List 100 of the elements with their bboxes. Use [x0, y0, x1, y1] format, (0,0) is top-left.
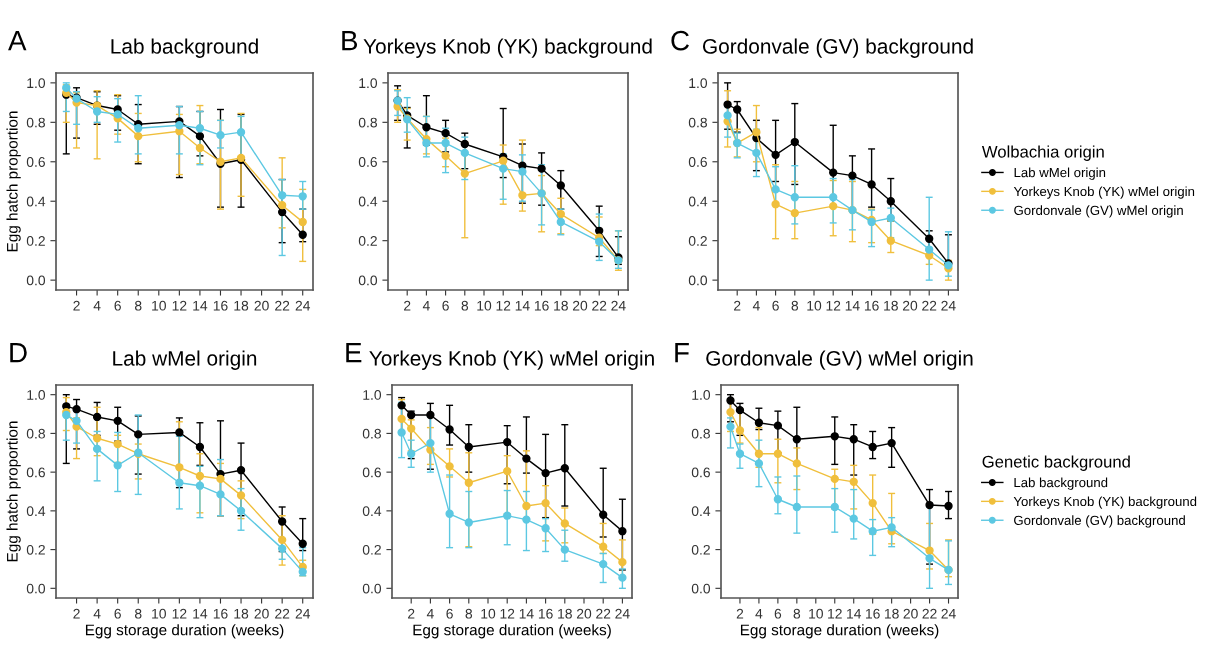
y-tick-label: 1.0 [27, 390, 46, 400]
x-tick-label: 20 [254, 608, 269, 619]
chart-title: Lab wMel origin [113, 350, 257, 370]
x-tick-label: 18 [558, 608, 572, 619]
x-tick-label: 6 [774, 608, 782, 619]
y-tick-label: 0.8 [691, 428, 710, 439]
x-tick-label: 14 [515, 300, 530, 311]
x-tick-label: 2 [404, 300, 411, 311]
x-tick-label: 12 [172, 300, 187, 311]
y-tick-label: 0.4 [26, 196, 46, 207]
y-tick-label: 0.8 [26, 428, 45, 439]
x-tick-label: 2 [73, 608, 80, 619]
x-tick-label: 4 [422, 300, 430, 311]
x-tick-label: 8 [793, 608, 801, 619]
x-tick-label: 8 [791, 300, 799, 311]
x-tick-label: 24 [941, 300, 956, 311]
x-tick-label: 18 [234, 608, 249, 619]
x-tick-label: 10 [152, 300, 166, 311]
x-tick-label: 10 [807, 300, 822, 311]
x-tick-label: 16 [213, 608, 228, 619]
x-tick-label: 6 [114, 608, 121, 619]
x-tick-label: 12 [496, 300, 511, 311]
y-tick-label: 0.8 [26, 117, 45, 128]
x-tick-label: 6 [446, 608, 453, 619]
legend-label: Yorkeys Knob (YK) background [1013, 496, 1197, 509]
y-tick-label: 0.6 [691, 467, 710, 478]
legend-label: Yorkeys Knob (YK) wMel origin [1013, 186, 1195, 199]
y-tick-label: 0.4 [691, 506, 711, 517]
x-tick-label: 24 [941, 608, 956, 619]
x-tick-label: 2 [736, 608, 744, 619]
y-tick-label: 0.0 [691, 583, 711, 594]
y-tick-label: 0.4 [26, 506, 46, 517]
text: C [671, 30, 689, 51]
x-tick-label: 10 [809, 608, 823, 619]
x-tick-label: 20 [902, 300, 918, 311]
y-tick-label: 0.6 [362, 467, 381, 478]
x-tick-label: 18 [234, 300, 249, 311]
y-tick-label: 1.0 [689, 78, 708, 89]
x-tick-label: 12 [828, 608, 842, 619]
text: B [342, 31, 358, 51]
x-tick-label: 14 [845, 300, 860, 311]
x-tick-label: 8 [461, 300, 469, 311]
y-tick-label: 0.6 [26, 157, 45, 167]
legend-label: Gordonvale (GV) background [1014, 515, 1185, 528]
x-tick-label: 8 [134, 608, 142, 619]
x-tick-label: 10 [152, 608, 166, 619]
y-tick-label: 0.4 [688, 196, 708, 207]
text: E [346, 343, 362, 363]
text: A [8, 31, 27, 51]
x-tick-label: 24 [295, 608, 311, 619]
y-axis-title: Egg hatch proportion [6, 421, 21, 562]
legend-title: Wolbachia origin [981, 145, 1104, 161]
x-tick-label: 12 [826, 300, 841, 311]
legend-label: Gordonvale (GV) wMel origin [1014, 205, 1183, 218]
y-tick-label: 0.8 [688, 117, 707, 128]
y-tick-label: 0.8 [362, 428, 381, 439]
x-tick-label: 22 [275, 608, 290, 619]
y-tick-label: 0.6 [358, 157, 377, 167]
x-tick-label: 14 [193, 300, 208, 311]
chart-title: Yorkeys Knob (YK) wMel origin [369, 350, 654, 370]
y-tick-label: 0.0 [362, 583, 382, 594]
x-tick-label: 16 [534, 300, 549, 311]
y-tick-label: 0.6 [688, 157, 707, 167]
x-tick-label: 4 [752, 300, 760, 311]
y-tick-label: 0.0 [26, 583, 46, 594]
x-axis-title: Egg storage duration (weeks) [85, 624, 284, 639]
chart-title: Yorkeys Knob (YK) background [363, 38, 652, 58]
x-tick-label: 20 [903, 608, 918, 619]
chart-title: Lab background [111, 38, 258, 58]
x-tick-label: 14 [193, 608, 208, 619]
x-tick-label: 18 [884, 608, 899, 619]
y-tick-label: 0.6 [26, 467, 45, 478]
chart-title: Gordonvale (GV) background [702, 38, 973, 58]
text: D [10, 343, 27, 363]
x-tick-label: 6 [114, 300, 121, 311]
x-tick-label: 14 [519, 608, 534, 619]
y-tick-label: 0.0 [26, 275, 46, 286]
y-tick-label: 1.0 [692, 390, 711, 400]
x-tick-label: 22 [922, 608, 937, 619]
x-tick-label: 6 [772, 300, 779, 311]
x-tick-label: 16 [538, 608, 553, 619]
x-tick-label: 4 [426, 608, 434, 619]
x-tick-label: 18 [554, 300, 568, 311]
x-tick-label: 24 [615, 608, 630, 619]
x-axis-title: Egg storage duration (weeks) [413, 624, 611, 639]
x-tick-label: 8 [134, 300, 142, 311]
x-tick-label: 14 [847, 608, 862, 619]
x-tick-label: 10 [477, 300, 492, 311]
legend-title: Genetic background [982, 455, 1130, 471]
x-tick-label: 6 [442, 300, 449, 311]
x-tick-label: 10 [481, 608, 496, 619]
x-tick-label: 22 [596, 608, 611, 619]
x-tick-label: 18 [884, 300, 898, 311]
y-tick-label: 0.2 [26, 236, 45, 246]
x-tick-label: 2 [408, 608, 415, 619]
x-tick-label: 16 [213, 300, 228, 311]
y-axis-title: Egg hatch proportion [6, 111, 21, 252]
y-tick-label: 0.4 [358, 196, 378, 207]
x-tick-label: 24 [611, 300, 626, 311]
x-tick-label: 16 [864, 300, 879, 311]
